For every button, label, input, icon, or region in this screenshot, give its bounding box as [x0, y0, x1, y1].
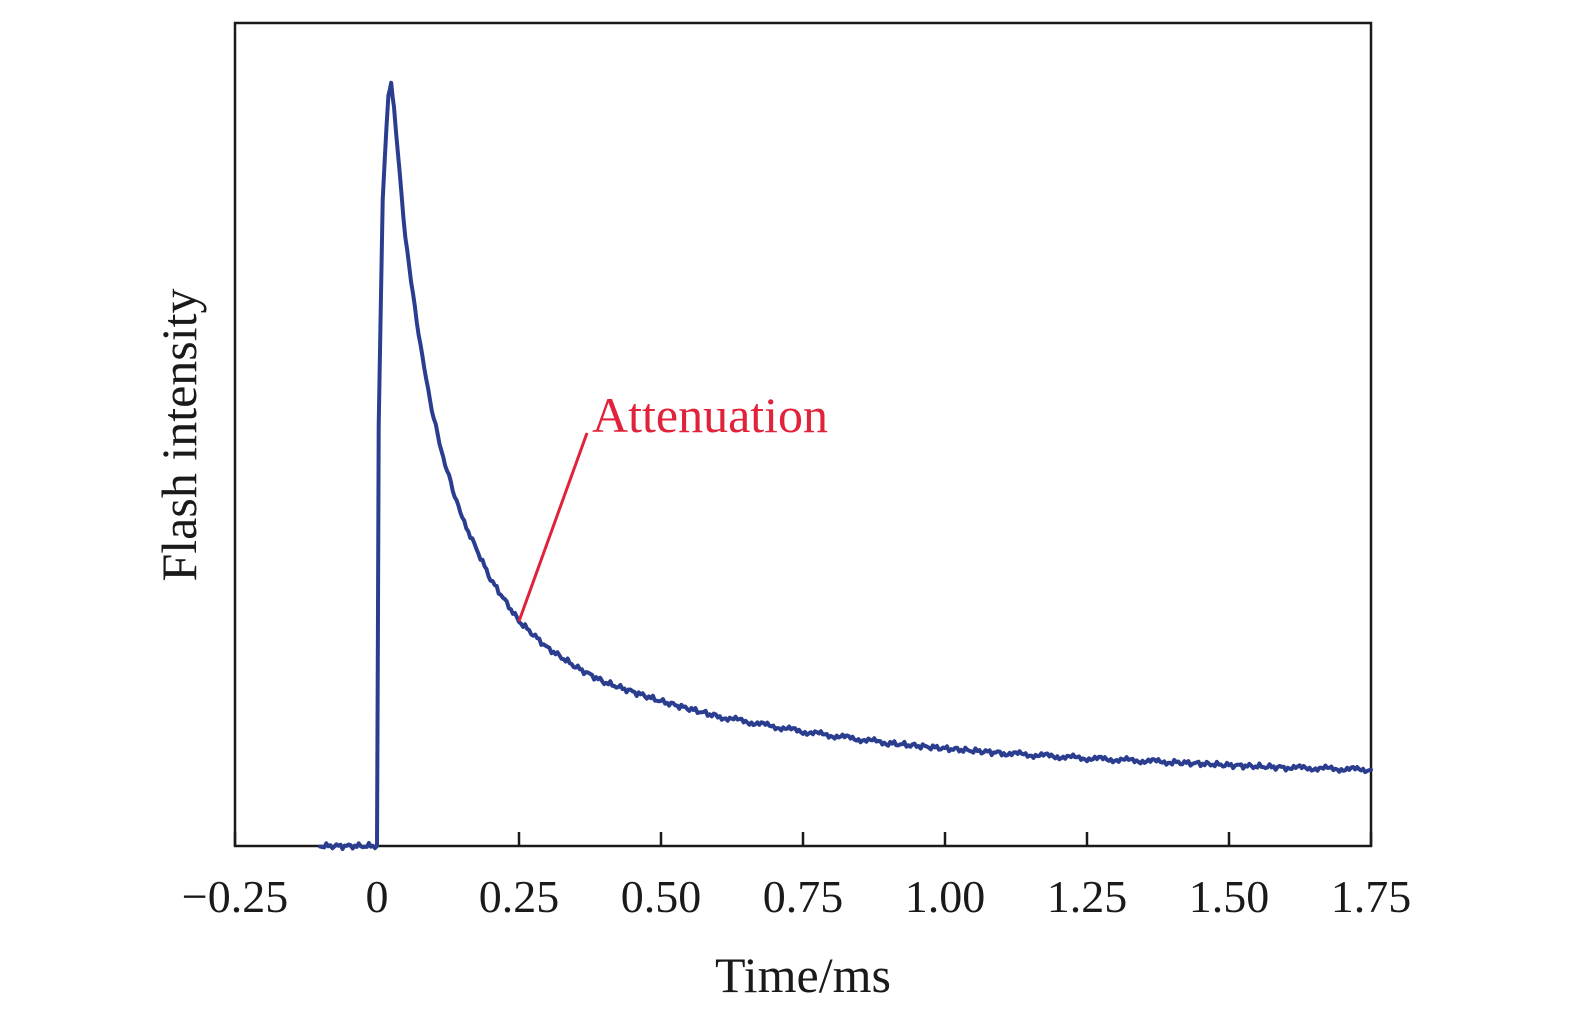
x-tick-label-2: 0.25	[479, 871, 560, 922]
x-axis-ticks	[233, 832, 1373, 846]
y-axis-title: Flash intensity	[151, 288, 207, 581]
x-tick-label-4: 0.75	[763, 871, 844, 922]
x-axis-tick-labels: −0.25 0 0.25 0.50 0.75 1.00 1.25 1.50 1.75	[182, 871, 1411, 922]
x-tick-label-6: 1.25	[1047, 871, 1128, 922]
x-tick-label-7: 1.50	[1189, 871, 1270, 922]
annotation-attenuation: Attenuation	[592, 387, 828, 443]
x-tick-label-1: 0	[366, 871, 389, 922]
flash-intensity-curve	[318, 80, 1373, 851]
x-axis-title: Time/ms	[715, 947, 891, 1003]
x-tick-label-5: 1.00	[905, 871, 986, 922]
x-tick-label-3: 0.50	[621, 871, 702, 922]
x-tick-label-0: −0.25	[182, 871, 288, 922]
annotation-pointer-line	[517, 432, 589, 622]
x-tick-label-8: 1.75	[1331, 871, 1412, 922]
